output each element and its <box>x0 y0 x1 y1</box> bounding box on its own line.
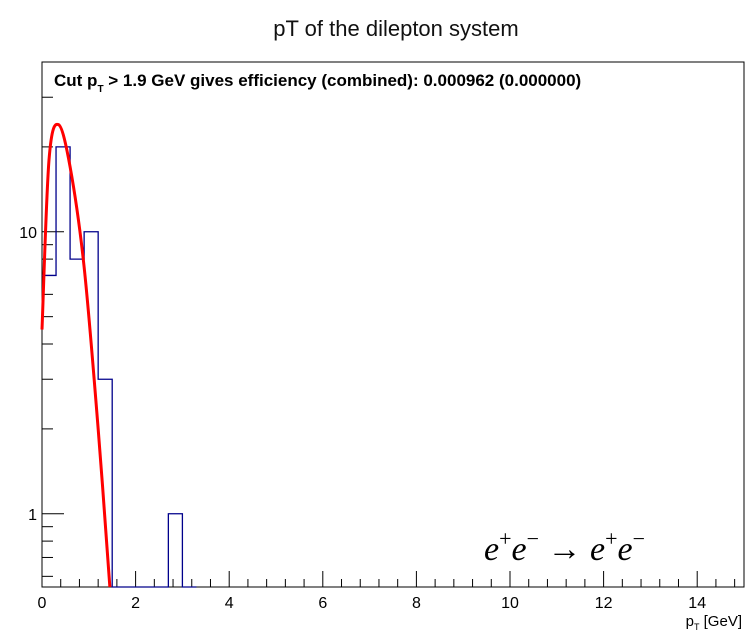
x-tick-label: 4 <box>225 595 234 612</box>
y-tick-label: 10 <box>19 225 37 242</box>
plot-frame <box>41 61 745 588</box>
histogram-series <box>42 146 197 588</box>
annotation-suffix: > 1.9 GeV gives efficiency (combined): 0… <box>104 71 582 90</box>
x-axis-label: pT [GeV] <box>686 613 742 632</box>
efficiency-annotation: Cut pT > 1.9 GeV gives efficiency (combi… <box>54 71 581 95</box>
process-label: e+e− → e+e− <box>484 526 645 568</box>
chart-title: pT of the dilepton system <box>273 16 518 41</box>
x-tick-label: 0 <box>38 595 47 612</box>
annotation-subscript: T <box>97 84 103 95</box>
x-tick-label: 14 <box>688 595 706 612</box>
x-tick-label: 8 <box>412 595 421 612</box>
x-tick-label: 2 <box>131 595 140 612</box>
fit-curve <box>40 122 112 588</box>
x-tick-label: 12 <box>595 595 613 612</box>
y-tick-label: 1 <box>28 507 37 524</box>
x-minor-ticks <box>60 579 736 587</box>
x-tick-label: 10 <box>501 595 519 612</box>
annotation-prefix: Cut p <box>54 71 97 90</box>
x-axis-ticks: 0 2 4 6 8 10 12 14 <box>38 571 706 612</box>
x-tick-label: 6 <box>318 595 327 612</box>
